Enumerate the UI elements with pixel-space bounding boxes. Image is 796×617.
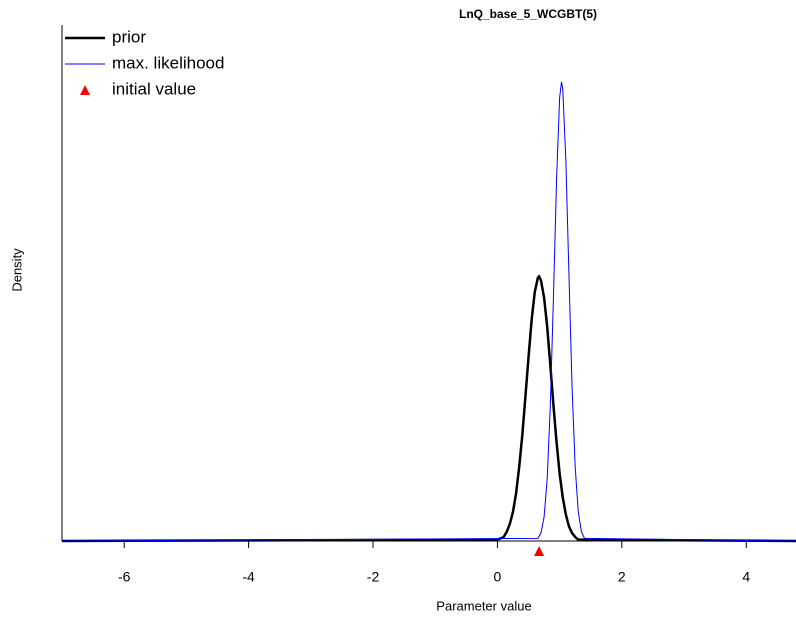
legend-label: prior [112, 27, 146, 46]
x-tick-label: 0 [494, 569, 502, 585]
legend-marker [80, 85, 90, 95]
x-tick-label: -2 [367, 569, 380, 585]
legend-label: max. likelihood [112, 53, 224, 72]
chart-title: LnQ_base_5_WCGBT(5) [459, 7, 597, 21]
y-axis-label: Density [9, 248, 24, 292]
x-tick-label: -6 [118, 569, 131, 585]
initial-value-marker [534, 546, 545, 556]
x-tick-label: 2 [618, 569, 626, 585]
density-line [61, 274, 796, 543]
x-axis-label: Parameter value [436, 598, 531, 613]
x-tick-label: -4 [242, 569, 255, 585]
legend-label: initial value [112, 79, 196, 98]
x-tick-label: 4 [742, 569, 750, 585]
density-line [61, 81, 796, 542]
